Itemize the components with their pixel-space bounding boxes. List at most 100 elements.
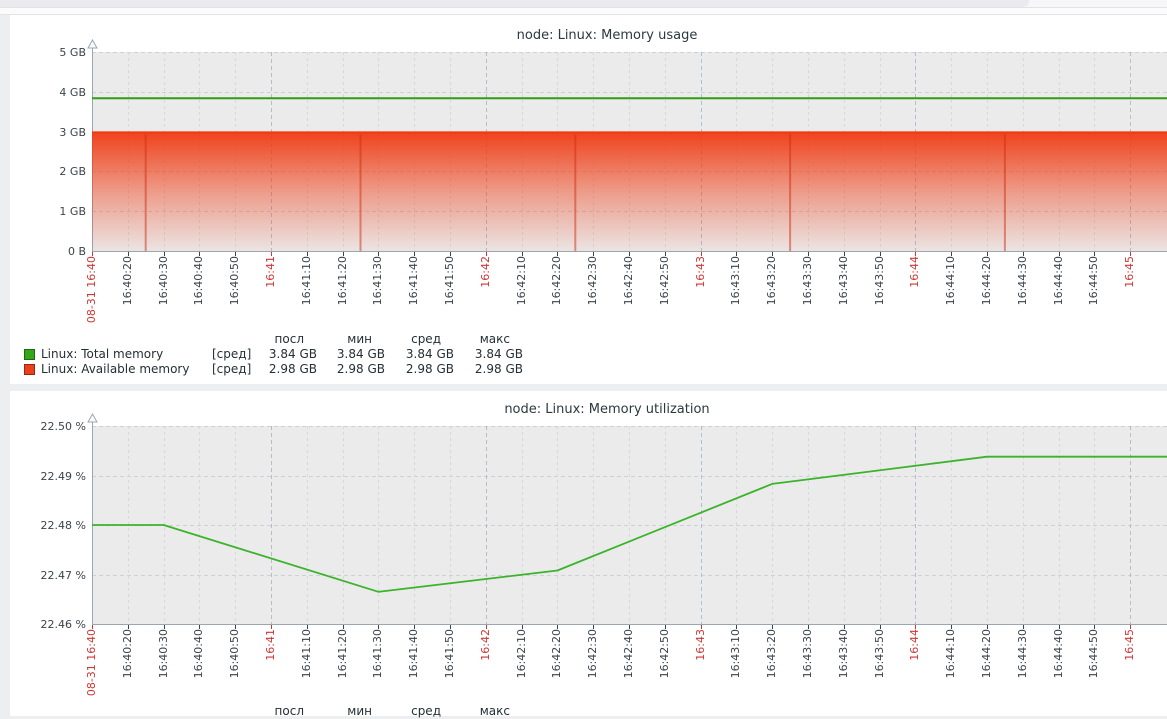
legend-row: Linux: Available memory [сред] 2.98 GB 2.98…: [24, 362, 523, 377]
browser-toolbar-remnant: [0, 8, 1167, 15]
x-axis-tick: [593, 625, 594, 629]
x-gridline: [593, 426, 594, 624]
x-axis-tick-label: 16:42:10: [515, 256, 528, 306]
chart-series-layer: [92, 455, 1167, 593]
legend-header-1: мин: [347, 332, 372, 346]
x-gridline: [307, 426, 308, 624]
x-axis-tick-label: 16:41:50: [443, 629, 456, 679]
legend-header-1: мин: [347, 704, 372, 718]
legend-value-1: 2.98 GB: [336, 362, 385, 376]
x-axis-tick: [880, 252, 881, 256]
x-gridline: [522, 426, 523, 624]
x-axis-tick-label: 16:42: [479, 629, 492, 661]
x-axis-tick: [557, 625, 558, 629]
y-axis-line: [92, 422, 93, 624]
x-axis-tick: [1130, 252, 1131, 256]
x-axis-tick: [235, 625, 236, 629]
x-axis-tick-label: 08-31 16:40: [85, 256, 98, 324]
x-axis-tick: [915, 252, 916, 256]
legend-header-row: посл мин сред макс: [24, 704, 517, 719]
legend-row: Linux: Total memory [сред] 3.84 GB 3.84 GB 3…: [24, 347, 523, 362]
x-axis-tick-label: 16:43:10: [729, 629, 742, 679]
x-axis-tick: [1094, 625, 1095, 629]
x-axis-tick: [772, 252, 773, 256]
x-axis-tick: [951, 625, 952, 629]
legend-value-3: 3.84 GB: [474, 347, 523, 361]
x-axis-tick: [808, 625, 809, 629]
x-axis-tick: [844, 625, 845, 629]
memory-utilization-chart[interactable]: 22.50 % 22.49 % 22.48 % 22.47 % 22.46 % 08-31…: [10, 391, 1167, 719]
x-axis-tick-label: 16:44:20: [980, 256, 993, 306]
legend-aggregation: [сред]: [212, 362, 252, 376]
x-axis-tick: [1130, 625, 1131, 629]
x-axis-tick-label: 16:43:20: [765, 256, 778, 306]
x-axis-tick-label: 16:43:50: [873, 256, 886, 306]
x-axis-tick: [844, 252, 845, 256]
browser-tabbar-remnant: [0, 0, 1167, 8]
chart-legend: посл мин сред макс: [24, 704, 517, 719]
x-axis-tick: [772, 625, 773, 629]
x-axis-tick: [199, 625, 200, 629]
legend-value-2: 3.84 GB: [405, 347, 454, 361]
x-axis-tick-label: 16:41:30: [371, 256, 384, 306]
x-axis-tick-label: 16:40:50: [228, 256, 241, 306]
y-axis-tick-label: 1 GB: [59, 205, 86, 218]
x-axis-tick: [629, 625, 630, 629]
x-axis-tick: [736, 252, 737, 256]
x-axis-tick: [629, 252, 630, 256]
memory-utilization-widget: node: Linux: Memory utilization 22.50 % 2…: [10, 391, 1167, 719]
x-axis-tick: [271, 252, 272, 256]
x-gridline: [486, 426, 487, 624]
x-gridline: [1023, 426, 1024, 624]
x-gridline: [378, 426, 379, 624]
x-gridline: [665, 426, 666, 624]
x-gridline: [1059, 426, 1060, 624]
x-axis-tick: [271, 625, 272, 629]
x-axis-tick-label: 16:40:20: [121, 629, 134, 679]
x-axis-tick-label: 16:43:10: [729, 256, 742, 306]
x-axis-tick-label: 16:41: [264, 629, 277, 661]
x-gridline: [951, 426, 952, 624]
memory-usage-chart[interactable]: 5 GB 4 GB 3 GB 2 GB 1 GB 0 B 08-31 16:40 16:40:…: [10, 15, 1167, 384]
y-axis-tick-label: 3 GB: [59, 126, 86, 139]
x-axis-tick-label: 16:41:40: [407, 629, 420, 679]
x-axis-tick-label: 16:44:40: [1052, 629, 1065, 679]
x-axis-tick: [414, 252, 415, 256]
legend-header-row: посл мин сред макс: [24, 332, 523, 347]
x-axis-tick: [414, 625, 415, 629]
x-axis-tick-label: 16:44: [908, 256, 921, 288]
x-axis-tick: [665, 625, 666, 629]
legend-value-1: 3.84 GB: [336, 347, 385, 361]
x-axis-tick-label: 16:44:20: [980, 629, 993, 679]
x-axis-tick-label: 16:43:30: [801, 629, 814, 679]
x-gridline: [450, 426, 451, 624]
x-axis-tick: [987, 625, 988, 629]
legend-value-0: 3.84 GB: [268, 347, 317, 361]
x-axis-tick: [522, 625, 523, 629]
x-axis-tick: [1059, 252, 1060, 256]
x-axis-tick-label: 16:40:40: [192, 256, 205, 306]
y-axis-arrow-icon: [87, 39, 98, 49]
x-axis-tick-label: 16:43: [694, 629, 707, 661]
x-axis-tick: [701, 625, 702, 629]
x-axis-tick-label: 16:42:30: [586, 256, 599, 306]
x-axis-tick-label: 16:41:20: [336, 629, 349, 679]
x-axis-tick-label: 16:44:10: [944, 256, 957, 306]
y-axis-arrow-icon: [87, 413, 98, 423]
x-gridline: [808, 426, 809, 624]
x-gridline: [629, 426, 630, 624]
x-axis-tick: [128, 625, 129, 629]
x-axis-tick-label: 16:42:30: [586, 629, 599, 679]
chart-series-layer: [92, 97, 1167, 251]
x-axis-tick: [486, 625, 487, 629]
memory-utilization-chart-title: node: Linux: Memory utilization: [504, 402, 710, 417]
x-axis-tick-label: 16:40:50: [228, 629, 241, 679]
x-axis-tick-label: 16:41:30: [371, 629, 384, 679]
y-axis-tick-label: 5 GB: [59, 46, 86, 59]
x-axis-tick: [736, 625, 737, 629]
x-gridline: [736, 426, 737, 624]
x-axis-tick: [808, 252, 809, 256]
x-axis-tick-label: 16:45: [1123, 256, 1136, 288]
x-gridline: [557, 426, 558, 624]
y-axis-tick-label: 22.46 %: [40, 618, 86, 631]
